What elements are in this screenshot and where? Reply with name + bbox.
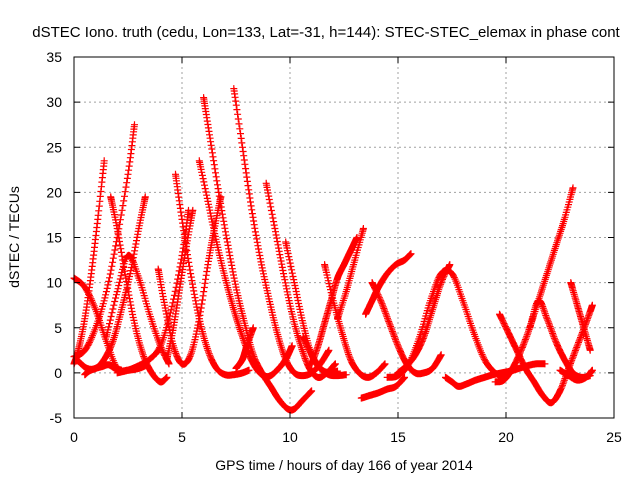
satellite-arc: [102, 251, 173, 368]
plus-markers: [299, 333, 350, 380]
x-tick-label: 15: [390, 429, 406, 445]
y-tick-label: 25: [46, 139, 62, 155]
satellite-arc: [107, 193, 171, 386]
x-axis-label: GPS time / hours of day 166 of year 2014: [215, 457, 473, 473]
x-tick-label: 0: [70, 429, 78, 445]
plus-markers: [357, 373, 408, 402]
satellite-arc: [334, 225, 367, 323]
plus-markers: [102, 251, 173, 368]
chart-title: dSTEC Iono. truth (cedu, Lon=133, Lat=-3…: [32, 24, 620, 41]
satellite-arc: [556, 366, 596, 384]
satellite-arc: [200, 94, 316, 414]
y-tick-label: 35: [46, 49, 62, 65]
y-tick-label: -5: [50, 410, 63, 426]
satellite-arc: [567, 279, 594, 354]
plus-markers: [394, 261, 454, 377]
satellite-arc: [394, 261, 454, 377]
satellite-arc: [362, 250, 415, 318]
y-tick-label: 5: [54, 320, 62, 336]
plus-markers: [232, 324, 257, 372]
satellite-arc: [163, 206, 197, 363]
x-tick-label: 5: [178, 429, 186, 445]
plus-markers: [368, 279, 445, 378]
plus-markers: [383, 266, 510, 381]
plus-markers: [362, 250, 415, 318]
plus-markers: [567, 279, 594, 354]
satellite-arc: [299, 333, 350, 380]
x-tick-label: 10: [282, 429, 298, 445]
y-axis-label: dSTEC / TECUs: [6, 186, 22, 288]
plus-markers: [172, 170, 253, 379]
plus-markers: [107, 193, 171, 386]
y-tick-label: 30: [46, 94, 62, 110]
satellite-arc: [368, 279, 445, 378]
satellite-arc: [357, 373, 408, 402]
satellite-arc: [321, 261, 389, 381]
plus-markers: [556, 366, 596, 384]
axis-ticks: 0 5 10 15 20 25 -5 0 5 10 15 20 25 30 35: [46, 49, 622, 445]
y-tick-label: 0: [54, 365, 62, 381]
plus-markers: [163, 206, 197, 363]
data-marks: [70, 85, 596, 414]
plus-markers: [200, 94, 316, 414]
y-tick-label: 15: [46, 230, 62, 246]
plus-markers: [334, 225, 367, 323]
y-tick-label: 20: [46, 184, 62, 200]
satellite-arc: [232, 324, 257, 372]
x-tick-label: 25: [606, 429, 622, 445]
satellite-arc: [383, 266, 510, 381]
x-tick-label: 20: [498, 429, 514, 445]
y-tick-label: 10: [46, 275, 62, 291]
satellite-arc: [172, 170, 253, 379]
plus-markers: [321, 261, 389, 381]
